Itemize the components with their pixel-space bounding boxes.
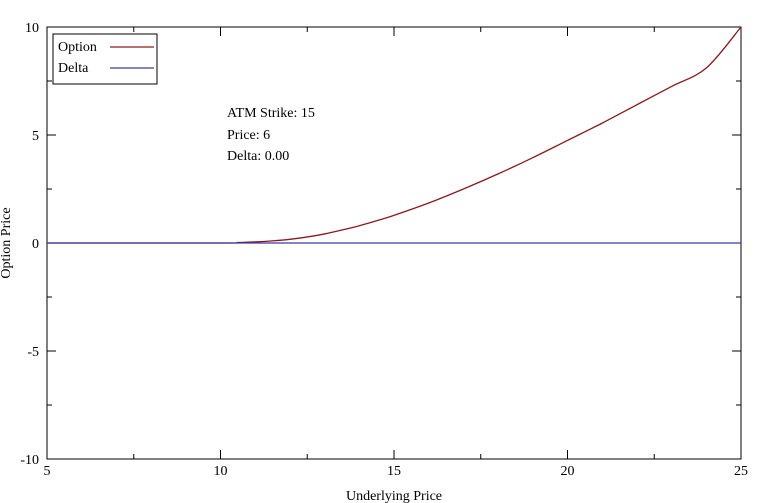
legend: Option Delta (52, 33, 158, 85)
annotation-atm-strike: ATM Strike: 15 (227, 106, 315, 121)
x-axis-title: Underlying Price (346, 489, 442, 503)
x-tick-label: 20 (561, 464, 575, 479)
annotation-block: ATM Strike: 15 Price: 6 Delta: 0.00 (227, 106, 315, 164)
x-tick-label: 5 (44, 464, 51, 479)
legend-label-option: Option (58, 40, 97, 55)
y-tick-label: -10 (20, 453, 39, 468)
x-tick-label: 25 (734, 464, 748, 479)
legend-box (52, 33, 158, 85)
y-axis-title: Option Price (0, 207, 14, 278)
major-ticks (46, 26, 742, 460)
y-tick-labels: -10 -5 0 5 10 (20, 21, 39, 468)
series-line-option (46, 26, 742, 244)
legend-label-delta: Delta (58, 61, 89, 76)
x-tick-labels: 5 10 15 20 25 (44, 464, 749, 479)
x-tick-label: 10 (214, 464, 228, 479)
minor-ticks (47, 27, 741, 459)
annotation-delta: Delta: 0.00 (227, 149, 289, 164)
y-tick-label: 0 (32, 237, 39, 252)
y-tick-label: 5 (32, 129, 39, 144)
y-tick-label: 10 (25, 21, 39, 36)
x-tick-label: 15 (387, 464, 401, 479)
annotation-price: Price: 6 (227, 128, 270, 143)
series-lines (46, 26, 742, 244)
y-tick-label: -5 (27, 345, 39, 360)
